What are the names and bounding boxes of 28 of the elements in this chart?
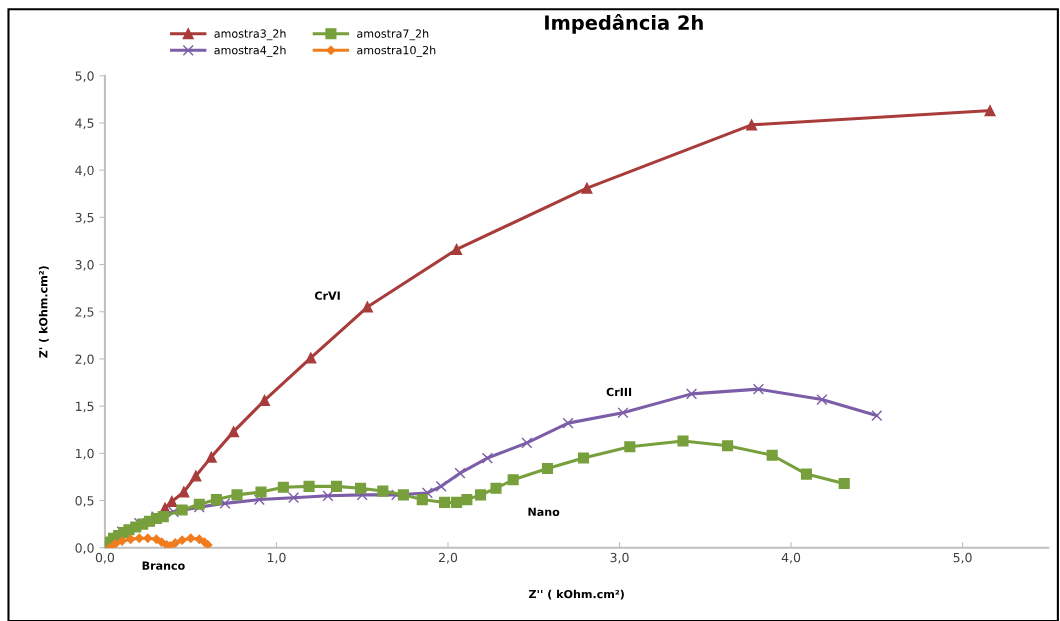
y-tick-label: 5,0 — [75, 71, 94, 82]
x-tick-label: 2,0 — [438, 552, 458, 564]
y-tick-label: 1,0 — [76, 448, 94, 460]
y-tick-label: 4,5 — [75, 118, 94, 130]
annotation: Nano — [528, 507, 560, 517]
x-tick-label: 3,0 — [610, 552, 629, 564]
y-tick-label: 2,5 — [75, 307, 94, 318]
y-tick-label: 3,0 — [75, 260, 94, 271]
legend-label: amostra7_2h — [357, 29, 429, 41]
legend-label: amostra3_2h — [214, 29, 286, 41]
y-tick-label: 4,0 — [75, 165, 94, 177]
y-tick-label: 2,0 — [75, 354, 94, 366]
x-tick-label: 1,0 — [267, 552, 286, 564]
text: Branco — [142, 561, 185, 570]
chart-title: Impedância 2h — [545, 14, 703, 34]
x-tick-label: 0,0 — [95, 552, 115, 564]
legend-label: amostra4_2h — [214, 45, 286, 57]
annotation: CrVI — [314, 291, 340, 300]
x-axis-title: Z'' ( kOhm.cm²) — [528, 589, 624, 600]
x-tick-label: 5,0 — [953, 552, 972, 564]
y-axis-title: Z' ( kOhm.cm²) — [38, 266, 49, 358]
y-tick-label: 0,5 — [75, 496, 94, 507]
annotation: CrIII — [606, 387, 632, 397]
x-tick-label: 4,0 — [781, 552, 801, 564]
y-tick-label: 3,5 — [75, 212, 94, 224]
y-tick-label: 0,0 — [75, 543, 94, 554]
legend-label: amostra10_2h — [357, 45, 436, 57]
y-tick-label: 1,5 — [76, 401, 94, 413]
